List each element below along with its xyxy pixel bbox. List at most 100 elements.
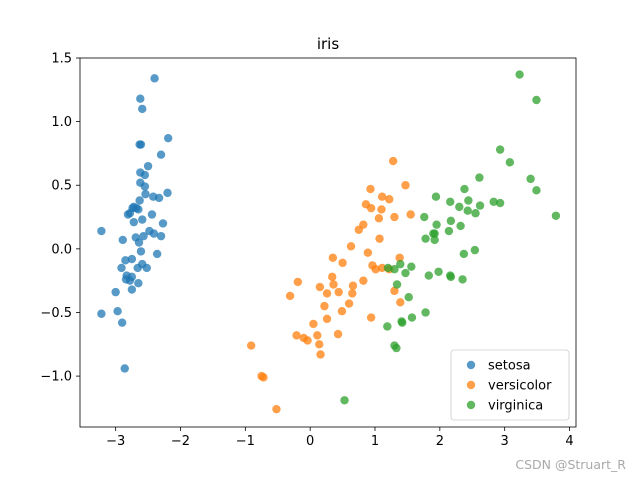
point-versicolor bbox=[315, 282, 325, 292]
point-virginica bbox=[458, 275, 467, 284]
point-setosa bbox=[135, 196, 144, 205]
point-setosa bbox=[134, 279, 143, 288]
point-virginica bbox=[470, 245, 480, 255]
point-virginica bbox=[463, 206, 472, 215]
point-versicolor bbox=[348, 289, 357, 298]
point-virginica bbox=[505, 158, 515, 167]
point-virginica bbox=[407, 313, 417, 322]
x-tick-label: 4 bbox=[565, 434, 573, 449]
point-virginica bbox=[446, 272, 456, 282]
point-virginica bbox=[420, 212, 429, 222]
point-versicolor bbox=[361, 200, 371, 209]
point-versicolor bbox=[292, 331, 301, 340]
point-versicolor bbox=[359, 276, 368, 285]
point-virginica bbox=[471, 209, 480, 218]
point-virginica bbox=[515, 70, 524, 79]
points-layer bbox=[97, 70, 561, 414]
point-virginica bbox=[495, 145, 505, 154]
point-setosa bbox=[136, 247, 146, 256]
point-setosa bbox=[120, 364, 129, 373]
point-setosa bbox=[147, 210, 157, 219]
legend-label-virginica: virginica bbox=[488, 399, 543, 414]
point-virginica bbox=[532, 186, 541, 195]
point-setosa bbox=[118, 235, 127, 245]
point-virginica bbox=[424, 271, 434, 280]
y-tick-label: −0.5 bbox=[40, 306, 72, 321]
y-axis-ticks: −1.0 −0.5 0.0 0.5 1.0 1.5 bbox=[40, 52, 80, 385]
point-versicolor bbox=[333, 329, 343, 339]
point-virginica bbox=[407, 262, 416, 271]
point-virginica bbox=[404, 293, 413, 302]
point-virginica bbox=[421, 234, 430, 243]
x-axis-ticks: −3 −2 −1 0 1 2 3 4 bbox=[106, 427, 574, 449]
point-virginica bbox=[446, 197, 455, 206]
point-virginica bbox=[526, 174, 535, 184]
point-versicolor bbox=[328, 253, 338, 262]
point-versicolor bbox=[390, 212, 399, 222]
point-setosa bbox=[150, 74, 159, 83]
point-virginica bbox=[432, 220, 441, 229]
point-virginica bbox=[551, 211, 561, 220]
x-tick-label: 1 bbox=[371, 434, 379, 449]
point-virginica bbox=[396, 259, 405, 269]
point-virginica bbox=[392, 280, 402, 289]
axes-frame bbox=[79, 57, 577, 428]
point-versicolor bbox=[309, 319, 318, 329]
point-virginica bbox=[430, 235, 439, 245]
point-setosa bbox=[142, 263, 151, 273]
x-tick-label: 3 bbox=[501, 434, 509, 449]
point-versicolor bbox=[285, 291, 295, 301]
point-versicolor bbox=[329, 280, 338, 289]
point-setosa bbox=[97, 226, 106, 236]
point-versicolor bbox=[366, 313, 376, 322]
point-setosa bbox=[140, 170, 150, 180]
legend-label-versicolor: versicolor bbox=[488, 379, 552, 394]
legend-marker-virginica bbox=[466, 400, 476, 410]
point-versicolor bbox=[371, 265, 380, 274]
point-versicolor bbox=[313, 331, 322, 340]
point-setosa bbox=[117, 318, 127, 327]
point-setosa bbox=[135, 140, 144, 149]
point-versicolor bbox=[377, 205, 386, 214]
point-versicolor bbox=[390, 286, 399, 296]
point-setosa bbox=[134, 205, 143, 214]
point-virginica bbox=[398, 318, 407, 327]
point-virginica bbox=[434, 267, 443, 276]
point-setosa bbox=[149, 229, 159, 238]
point-virginica bbox=[421, 308, 430, 317]
x-tick-label: 2 bbox=[436, 434, 444, 449]
point-virginica bbox=[495, 198, 505, 208]
point-versicolor bbox=[366, 184, 375, 194]
x-tick-label: −3 bbox=[106, 434, 125, 449]
point-setosa bbox=[133, 263, 142, 273]
point-setosa bbox=[127, 285, 137, 294]
x-tick-label: −1 bbox=[236, 434, 255, 449]
point-virginica bbox=[430, 229, 439, 238]
point-virginica bbox=[455, 202, 464, 212]
point-setosa bbox=[152, 249, 162, 259]
point-virginica bbox=[464, 196, 473, 205]
y-tick-label: 1.5 bbox=[51, 52, 72, 67]
point-versicolor bbox=[315, 340, 324, 349]
point-versicolor bbox=[322, 314, 332, 324]
point-versicolor bbox=[272, 404, 281, 414]
point-setosa bbox=[113, 307, 122, 316]
point-setosa bbox=[139, 231, 148, 241]
point-versicolor bbox=[374, 214, 384, 223]
point-versicolor bbox=[395, 253, 404, 262]
point-setosa bbox=[163, 133, 173, 143]
point-versicolor bbox=[338, 258, 347, 268]
point-versicolor bbox=[320, 301, 329, 311]
point-setosa bbox=[125, 276, 135, 285]
point-setosa bbox=[156, 150, 166, 159]
point-versicolor bbox=[303, 336, 312, 345]
point-versicolor bbox=[337, 307, 347, 316]
y-tick-label: 0.0 bbox=[51, 242, 72, 257]
point-versicolor bbox=[328, 272, 337, 282]
point-versicolor bbox=[354, 225, 363, 234]
point-virginica bbox=[475, 201, 485, 210]
legend-frame bbox=[450, 349, 570, 421]
point-virginica bbox=[489, 197, 498, 206]
point-virginica bbox=[475, 173, 484, 182]
point-setosa bbox=[138, 215, 147, 224]
